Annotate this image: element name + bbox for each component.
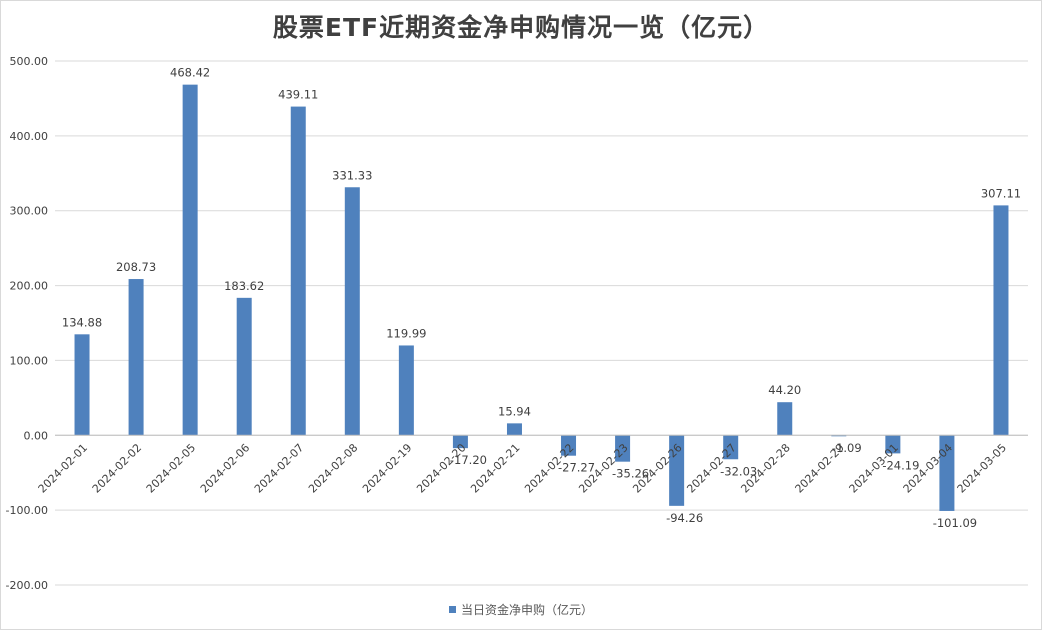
data-label: 208.73 <box>116 260 156 274</box>
x-tick-label: 2024-02-19 <box>360 441 414 495</box>
x-tick-label: 2024-02-29 <box>793 441 847 495</box>
y-tick-label: -100.00 <box>6 504 48 517</box>
y-tick-label: 0.00 <box>24 429 49 442</box>
bar <box>777 402 793 436</box>
x-tick-label: 2024-02-08 <box>306 441 360 495</box>
y-tick-label: 400.00 <box>10 130 49 143</box>
data-label: -35.26 <box>612 467 649 481</box>
x-tick-label: 2024-02-05 <box>144 441 198 495</box>
data-label: 468.42 <box>170 66 210 80</box>
legend: 当日资金净申购（亿元） <box>0 601 1042 618</box>
data-label: 307.11 <box>981 186 1021 200</box>
legend-label: 当日资金净申购（亿元） <box>460 603 593 617</box>
y-tick-label: 500.00 <box>10 55 49 68</box>
bar <box>993 205 1009 436</box>
bar <box>939 435 955 511</box>
data-label: -1.09 <box>832 441 862 455</box>
y-tick-label: 100.00 <box>10 354 49 367</box>
bar <box>452 435 468 449</box>
data-label: 134.88 <box>62 315 102 329</box>
data-label: 119.99 <box>386 326 426 340</box>
bar <box>344 187 360 436</box>
bar <box>669 435 685 506</box>
bar <box>182 84 198 436</box>
bar <box>290 106 306 436</box>
bar <box>74 334 90 436</box>
x-tick-label: 2024-02-01 <box>36 441 90 495</box>
y-tick-label: 200.00 <box>10 280 49 293</box>
y-tick-label: 300.00 <box>10 205 49 218</box>
bar <box>398 345 414 436</box>
x-tick-label: 2024-02-02 <box>90 441 144 495</box>
x-tick-label: 2024-02-20 <box>414 441 468 495</box>
data-label: -24.19 <box>882 458 919 472</box>
legend-swatch <box>448 606 456 613</box>
bar <box>615 435 631 462</box>
data-label: 15.94 <box>498 404 531 418</box>
bar <box>885 435 901 454</box>
bar <box>506 423 522 436</box>
bar <box>561 435 577 456</box>
bar <box>723 435 739 460</box>
data-label: 44.20 <box>768 383 801 397</box>
x-tick-label: 2024-02-06 <box>198 441 252 495</box>
x-tick-label: 2024-02-21 <box>468 441 522 495</box>
chart-title: 股票ETF近期资金净申购情况一览（亿元） <box>272 13 770 42</box>
data-label: -27.27 <box>558 461 595 475</box>
bar <box>128 279 144 436</box>
data-label: 439.11 <box>278 88 318 102</box>
data-label: -94.26 <box>666 511 703 525</box>
data-label: -32.03 <box>720 464 757 478</box>
data-label: -17.20 <box>450 453 487 467</box>
y-tick-label: -200.00 <box>6 579 48 592</box>
bar <box>236 297 252 436</box>
x-tick-label: 2024-03-05 <box>955 441 1009 495</box>
data-label: 331.33 <box>332 168 372 182</box>
x-tick-label: 2024-02-07 <box>252 441 306 495</box>
data-label: -101.09 <box>933 516 977 530</box>
data-label: 183.62 <box>224 279 264 293</box>
